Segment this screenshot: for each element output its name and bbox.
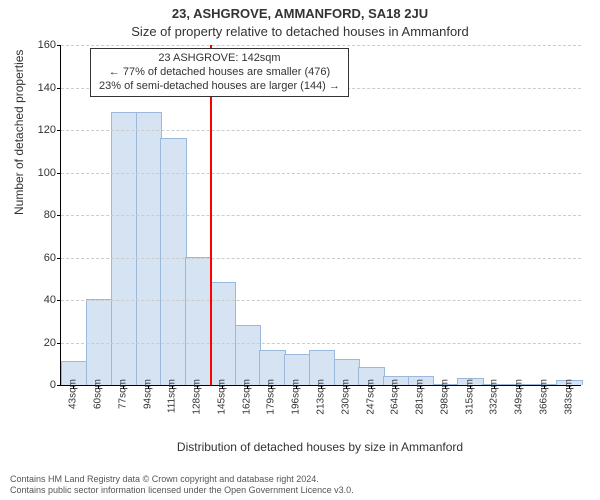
y-tick-label: 140: [31, 82, 56, 94]
title-subtitle: Size of property relative to detached ho…: [0, 24, 600, 39]
y-tick-label: 40: [31, 294, 56, 306]
footer-line-1: Contains HM Land Registry data © Crown c…: [10, 474, 590, 485]
histogram-bar: [111, 112, 137, 385]
gridline: [61, 300, 581, 301]
gridline: [61, 258, 581, 259]
x-axis-label: Distribution of detached houses by size …: [60, 440, 580, 454]
y-tick-mark: [57, 173, 61, 174]
x-tick-label: 77sqm: [117, 379, 128, 409]
y-tick-mark: [57, 215, 61, 216]
gridline: [61, 215, 581, 216]
x-tick-mark: [420, 385, 421, 389]
x-tick-mark: [395, 385, 396, 389]
y-tick-mark: [57, 385, 61, 386]
y-tick-label: 0: [31, 379, 56, 391]
x-tick-label: 94sqm: [142, 379, 153, 409]
x-tick-label: 60sqm: [93, 379, 104, 409]
footer-line-2: Contains public sector information licen…: [10, 485, 590, 496]
x-tick-mark: [346, 385, 347, 389]
y-tick-label: 160: [31, 39, 56, 51]
x-tick-mark: [569, 385, 570, 389]
histogram-bar: [210, 282, 236, 385]
y-tick-mark: [57, 300, 61, 301]
y-tick-mark: [57, 343, 61, 344]
x-tick-mark: [544, 385, 545, 389]
y-tick-mark: [57, 130, 61, 131]
x-tick-label: 43sqm: [68, 379, 79, 409]
x-tick-mark: [470, 385, 471, 389]
x-tick-mark: [222, 385, 223, 389]
y-tick-label: 100: [31, 167, 56, 179]
y-axis-label: Number of detached properties: [12, 50, 26, 215]
histogram-bar: [185, 257, 211, 386]
info-line-2: ← 77% of detached houses are smaller (47…: [99, 66, 340, 80]
info-line-3: 23% of semi-detached houses are larger (…: [99, 80, 340, 94]
info-box: 23 ASHGROVE: 142sqm ← 77% of detached ho…: [90, 48, 349, 97]
gridline: [61, 130, 581, 131]
x-tick-mark: [321, 385, 322, 389]
y-tick-label: 20: [31, 337, 56, 349]
y-tick-mark: [57, 258, 61, 259]
x-tick-mark: [148, 385, 149, 389]
chart-container: 23, ASHGROVE, AMMANFORD, SA18 2JU Size o…: [0, 0, 600, 500]
histogram-bar: [235, 325, 261, 386]
y-tick-label: 120: [31, 124, 56, 136]
x-tick-mark: [494, 385, 495, 389]
x-tick-mark: [197, 385, 198, 389]
x-tick-mark: [123, 385, 124, 389]
y-tick-mark: [57, 45, 61, 46]
x-tick-mark: [445, 385, 446, 389]
gridline: [61, 173, 581, 174]
histogram-bar: [160, 138, 186, 386]
x-tick-mark: [98, 385, 99, 389]
x-tick-mark: [519, 385, 520, 389]
x-tick-mark: [271, 385, 272, 389]
y-tick-label: 80: [31, 209, 56, 221]
x-tick-mark: [296, 385, 297, 389]
title-address: 23, ASHGROVE, AMMANFORD, SA18 2JU: [0, 6, 600, 21]
histogram-bar: [136, 112, 162, 385]
y-tick-mark: [57, 88, 61, 89]
x-tick-mark: [73, 385, 74, 389]
x-tick-mark: [247, 385, 248, 389]
info-line-1: 23 ASHGROVE: 142sqm: [99, 52, 340, 66]
gridline: [61, 45, 581, 46]
gridline: [61, 343, 581, 344]
footer: Contains HM Land Registry data © Crown c…: [10, 474, 590, 496]
x-tick-mark: [172, 385, 173, 389]
y-tick-label: 60: [31, 252, 56, 264]
x-tick-mark: [371, 385, 372, 389]
